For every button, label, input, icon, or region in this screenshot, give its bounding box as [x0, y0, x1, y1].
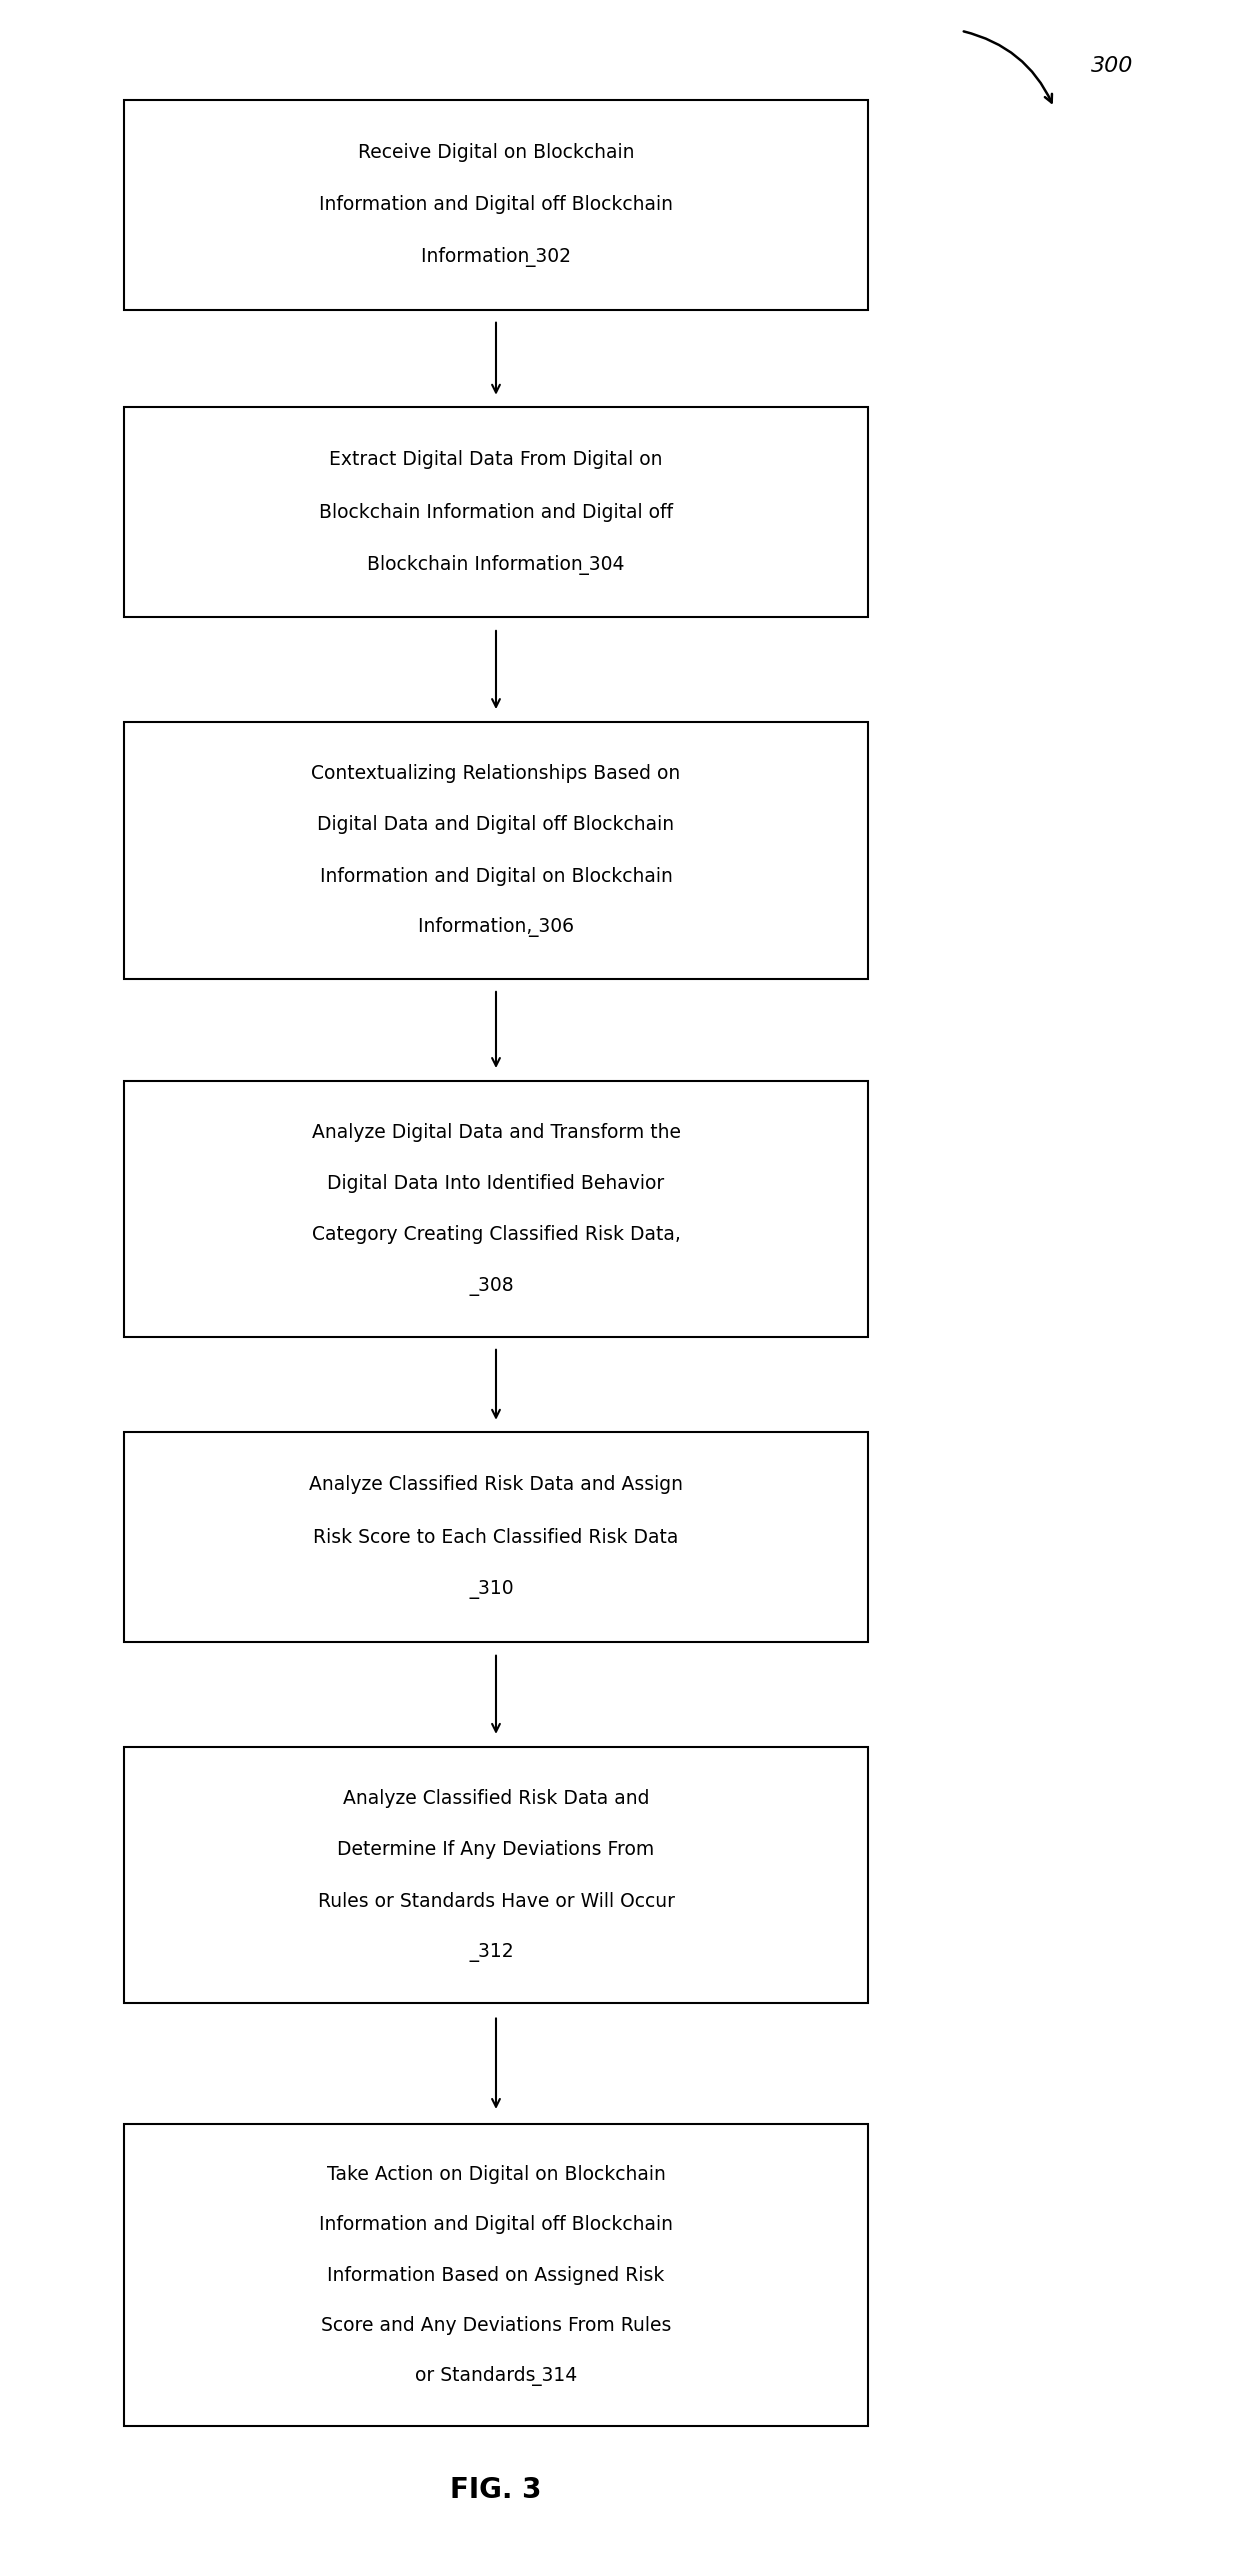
Text: 300: 300 [1091, 56, 1133, 77]
Text: or Standards ̲314: or Standards ̲314 [415, 2365, 577, 2385]
Bar [124, 1747, 868, 2003]
Text: Information and Digital on Blockchain: Information and Digital on Blockchain [320, 866, 672, 886]
Bar [124, 1432, 868, 1642]
Text: Category Creating Classified Risk Data,: Category Creating Classified Risk Data, [311, 1225, 681, 1245]
Text: Extract Digital Data From Digital on: Extract Digital Data From Digital on [330, 451, 662, 469]
Text: ̲312: ̲312 [479, 1942, 513, 1962]
Text: Blockchain Information and Digital off: Blockchain Information and Digital off [319, 502, 673, 523]
Text: ̲310: ̲310 [479, 1581, 513, 1599]
Text: Digital Data and Digital off Blockchain: Digital Data and Digital off Blockchain [317, 815, 675, 835]
Bar [124, 722, 868, 979]
Bar [124, 407, 868, 617]
Text: Contextualizing Relationships Based on: Contextualizing Relationships Based on [311, 763, 681, 784]
Text: Receive Digital on Blockchain: Receive Digital on Blockchain [358, 143, 634, 161]
Text: Information and Digital off Blockchain: Information and Digital off Blockchain [319, 2216, 673, 2234]
Text: Information Based on Assigned Risk: Information Based on Assigned Risk [327, 2265, 665, 2285]
Text: Information, ̲306: Information, ̲306 [418, 917, 574, 938]
Text: Determine If Any Deviations From: Determine If Any Deviations From [337, 1840, 655, 1860]
Text: Analyze Classified Risk Data and: Analyze Classified Risk Data and [342, 1788, 650, 1809]
Text: Analyze Digital Data and Transform the: Analyze Digital Data and Transform the [311, 1122, 681, 1143]
Text: ̲308: ̲308 [479, 1276, 513, 1296]
Text: Information ̲302: Information ̲302 [422, 249, 570, 266]
Text: Score and Any Deviations From Rules: Score and Any Deviations From Rules [321, 2316, 671, 2334]
Text: Risk Score to Each Classified Risk Data: Risk Score to Each Classified Risk Data [314, 1527, 678, 1547]
Text: Information and Digital off Blockchain: Information and Digital off Blockchain [319, 195, 673, 215]
Text: FIG. 3: FIG. 3 [450, 2477, 542, 2503]
Text: Analyze Classified Risk Data and Assign: Analyze Classified Risk Data and Assign [309, 1476, 683, 1494]
Text: Blockchain Information ̲304: Blockchain Information ̲304 [367, 556, 625, 574]
Bar [124, 100, 868, 310]
Text: Take Action on Digital on Blockchain: Take Action on Digital on Blockchain [326, 2165, 666, 2183]
Text: Digital Data Into Identified Behavior: Digital Data Into Identified Behavior [327, 1173, 665, 1194]
Bar [124, 2124, 868, 2426]
Text: Rules or Standards Have or Will Occur: Rules or Standards Have or Will Occur [317, 1891, 675, 1911]
Bar [124, 1081, 868, 1337]
